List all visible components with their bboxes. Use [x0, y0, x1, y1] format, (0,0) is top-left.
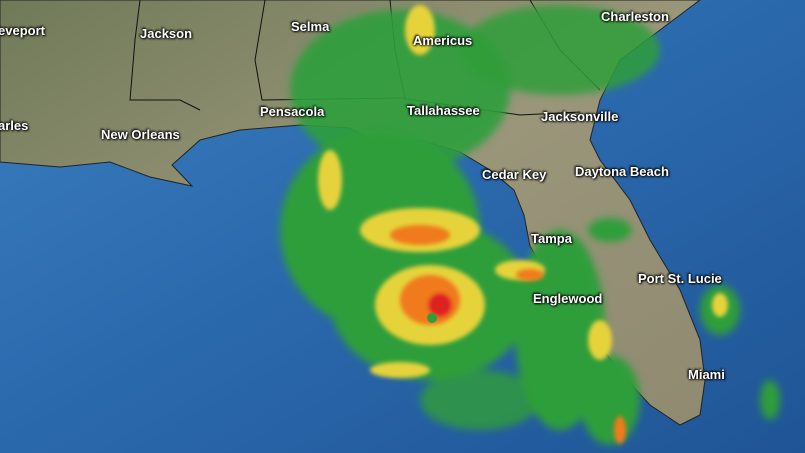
- city-label-new-orleans: New Orleans: [101, 127, 180, 142]
- city-label-cedar-key: Cedar Key: [482, 167, 547, 182]
- city-label-port-st-lucie: Port St. Lucie: [638, 271, 722, 286]
- city-label-lake-charles: arles: [0, 118, 29, 133]
- city-label-pensacola: Pensacola: [260, 104, 325, 119]
- radar-heavy: [390, 225, 626, 444]
- city-label-daytona-beach: Daytona Beach: [575, 164, 669, 179]
- city-label-charleston: Charleston: [601, 9, 669, 24]
- city-label-selma: Selma: [291, 19, 330, 34]
- city-label-tampa: Tampa: [531, 231, 572, 246]
- hurricane-eye: [427, 313, 437, 323]
- city-label-jackson: Jackson: [140, 26, 193, 41]
- city-label-englewood: Englewood: [533, 291, 603, 306]
- city-label-americus: Americus: [413, 33, 473, 48]
- city-label-jacksonville: Jacksonville: [541, 109, 619, 124]
- city-label-miami: Miami: [688, 367, 725, 382]
- city-label-shreveport: eveport: [0, 23, 45, 38]
- city-label-tallahassee: Tallahassee: [407, 103, 480, 118]
